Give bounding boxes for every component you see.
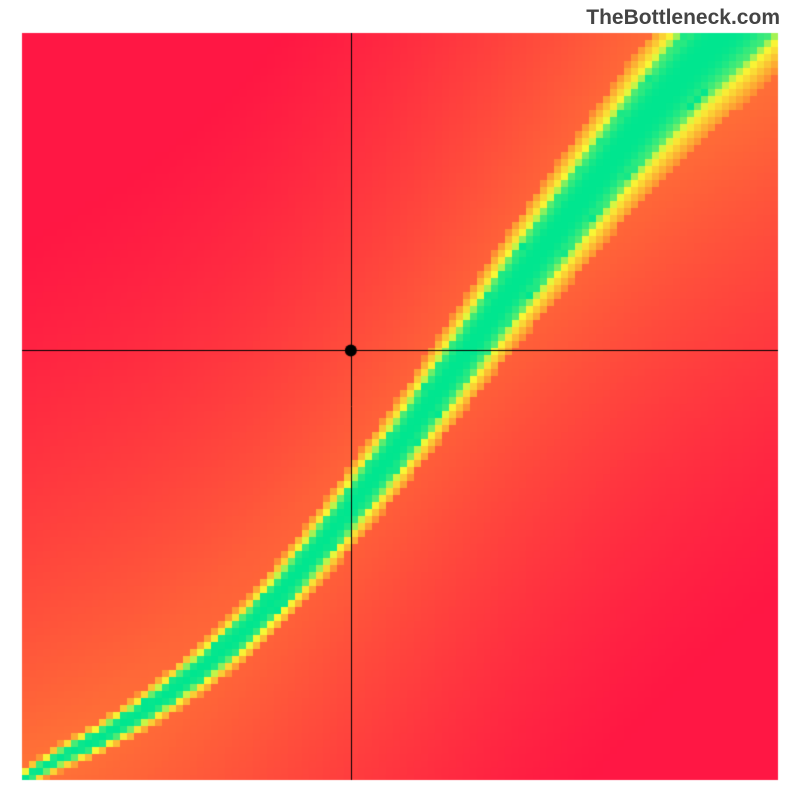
watermark-text: TheBottleneck.com bbox=[586, 6, 780, 30]
bottleneck-heatmap bbox=[0, 0, 800, 800]
